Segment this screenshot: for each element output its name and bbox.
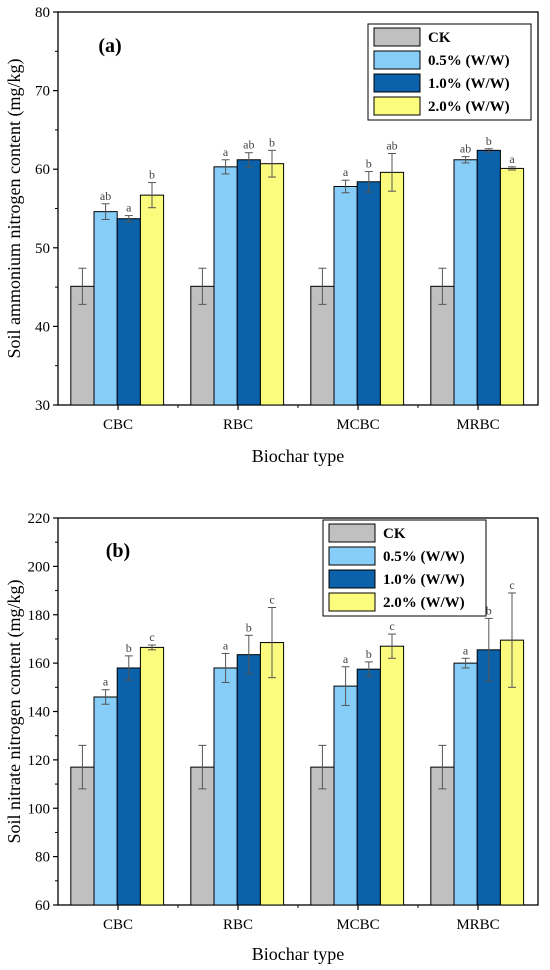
y-axis-title: Soil nitrate nitrogen content (mg/kg) [4,580,25,844]
bar-2-0-w-w-mcbc [379,645,405,906]
legend-label-0-5-w-w: 0.5% (W/W) [383,549,465,565]
significance-label: b [246,620,252,634]
x-tick-label-cbc: CBC [103,917,133,933]
x-tick-label-rbc: RBC [223,417,253,433]
y-tick-label: 120 [28,753,51,769]
x-tick-label-mrbc: MRBC [456,917,499,933]
significance-label: ab [460,142,471,156]
bar-0-5-w-w-mrbc [453,159,478,406]
legend-swatch-0-5-w-w [373,50,421,70]
bar-2-0-w-w-cbc [139,646,165,906]
legend-label-1-0-w-w: 1.0% (W/W) [428,76,510,92]
y-tick-label: 220 [28,511,51,527]
y-axis-title: Soil ammonium nitrogen content (mg/kg) [4,59,25,359]
significance-label: c [269,592,274,606]
x-tick-label-mrbc: MRBC [456,417,499,433]
significance-label: a [509,152,515,166]
y-tick-label: 160 [28,656,51,672]
significance-label: c [509,578,514,592]
significance-label: a [103,675,109,689]
y-tick-label: 200 [28,559,51,575]
legend-swatch-1-0-w-w [328,569,376,589]
legend-swatch-2-0-w-w [328,592,376,612]
significance-label: b [366,157,372,171]
legend-swatch-ck [373,27,421,47]
bar-0-5-w-w-mcbc [333,185,358,406]
significance-label: a [126,201,132,215]
legend-swatch-2-0-w-w [373,96,421,116]
bar-2-0-w-w-cbc [139,194,165,406]
bar-1-0-w-w-rbc [236,159,261,406]
y-tick-label: 70 [35,84,50,100]
significance-label: b [149,168,155,182]
y-tick-label: 40 [35,319,50,335]
legend-swatch-ck [328,523,376,543]
panel-label: (b) [106,540,130,562]
significance-label: a [223,638,229,652]
bar-1-0-w-w-cbc [116,218,141,406]
y-tick-label: 60 [35,162,50,178]
bar-2-0-w-w-mcbc [379,171,405,406]
significance-label: b [126,641,132,655]
bar-1-0-w-w-mcbc [356,181,381,406]
bar-0-5-w-w-rbc [213,166,238,406]
significance-label: b [269,135,275,149]
y-tick-label: 30 [35,398,50,414]
legend: CK 0.5% (W/W) 1.0% (W/W) 2.0% (W/W) [322,519,487,617]
x-axis-title: Biochar type [252,446,344,466]
legend-label-2-0-w-w: 2.0% (W/W) [428,99,510,115]
x-tick-label-mcbc: MCBC [336,417,379,433]
bar-1-0-w-w-mcbc [356,668,381,906]
legend-label-ck: CK [383,526,406,542]
legend-label-2-0-w-w: 2.0% (W/W) [383,595,465,611]
y-tick-label: 180 [28,608,51,624]
significance-label: a [463,643,469,657]
x-axis-title: Biochar type [252,944,344,964]
bar-2-0-w-w-rbc [259,642,285,906]
x-tick-label-mcbc: MCBC [336,917,379,933]
legend-swatch-1-0-w-w [373,73,421,93]
y-tick-label: 60 [35,898,50,914]
bar-1-0-w-w-mrbc [476,149,501,406]
significance-label: c [389,619,394,633]
bar-1-0-w-w-rbc [236,654,261,906]
y-tick-label: 80 [35,850,50,866]
significance-label: b [486,134,492,148]
significance-label: ab [243,138,254,152]
legend-label-1-0-w-w: 1.0% (W/W) [383,572,465,588]
significance-label: ab [100,189,111,203]
significance-label: ab [386,138,397,152]
significance-label: b [366,647,372,661]
legend-label-ck: CK [428,30,451,46]
significance-label: b [486,603,492,617]
bar-2-0-w-w-mrbc [499,167,525,406]
significance-label: c [149,630,154,644]
bar-0-5-w-w-mrbc [453,662,478,906]
legend-label-0-5-w-w: 0.5% (W/W) [428,53,510,69]
panel-label: (a) [98,35,121,57]
x-tick-label-rbc: RBC [223,917,253,933]
bar-1-0-w-w-mrbc [476,649,501,906]
bar-0-5-w-w-cbc [93,696,118,906]
panel-b: 60 80 100 120 140 160 180 200 220 CBC a b c RBC a b c MCB… [4,511,539,964]
legend-swatch-0-5-w-w [328,546,376,566]
y-tick-label: 100 [28,801,51,817]
bar-0-5-w-w-cbc [93,211,118,406]
x-tick-label-cbc: CBC [103,417,133,433]
legend: CK 0.5% (W/W) 1.0% (W/W) 2.0% (W/W) [367,23,532,121]
bar-2-0-w-w-rbc [259,163,285,406]
y-tick-label: 140 [28,705,51,721]
y-tick-label: 50 [35,241,50,257]
bar-1-0-w-w-cbc [116,667,141,906]
y-tick-label: 80 [35,5,50,21]
bar-0-5-w-w-rbc [213,667,238,906]
significance-label: a [343,652,349,666]
bar-0-5-w-w-mcbc [333,685,358,906]
significance-label: a [223,145,229,159]
significance-label: a [343,165,349,179]
